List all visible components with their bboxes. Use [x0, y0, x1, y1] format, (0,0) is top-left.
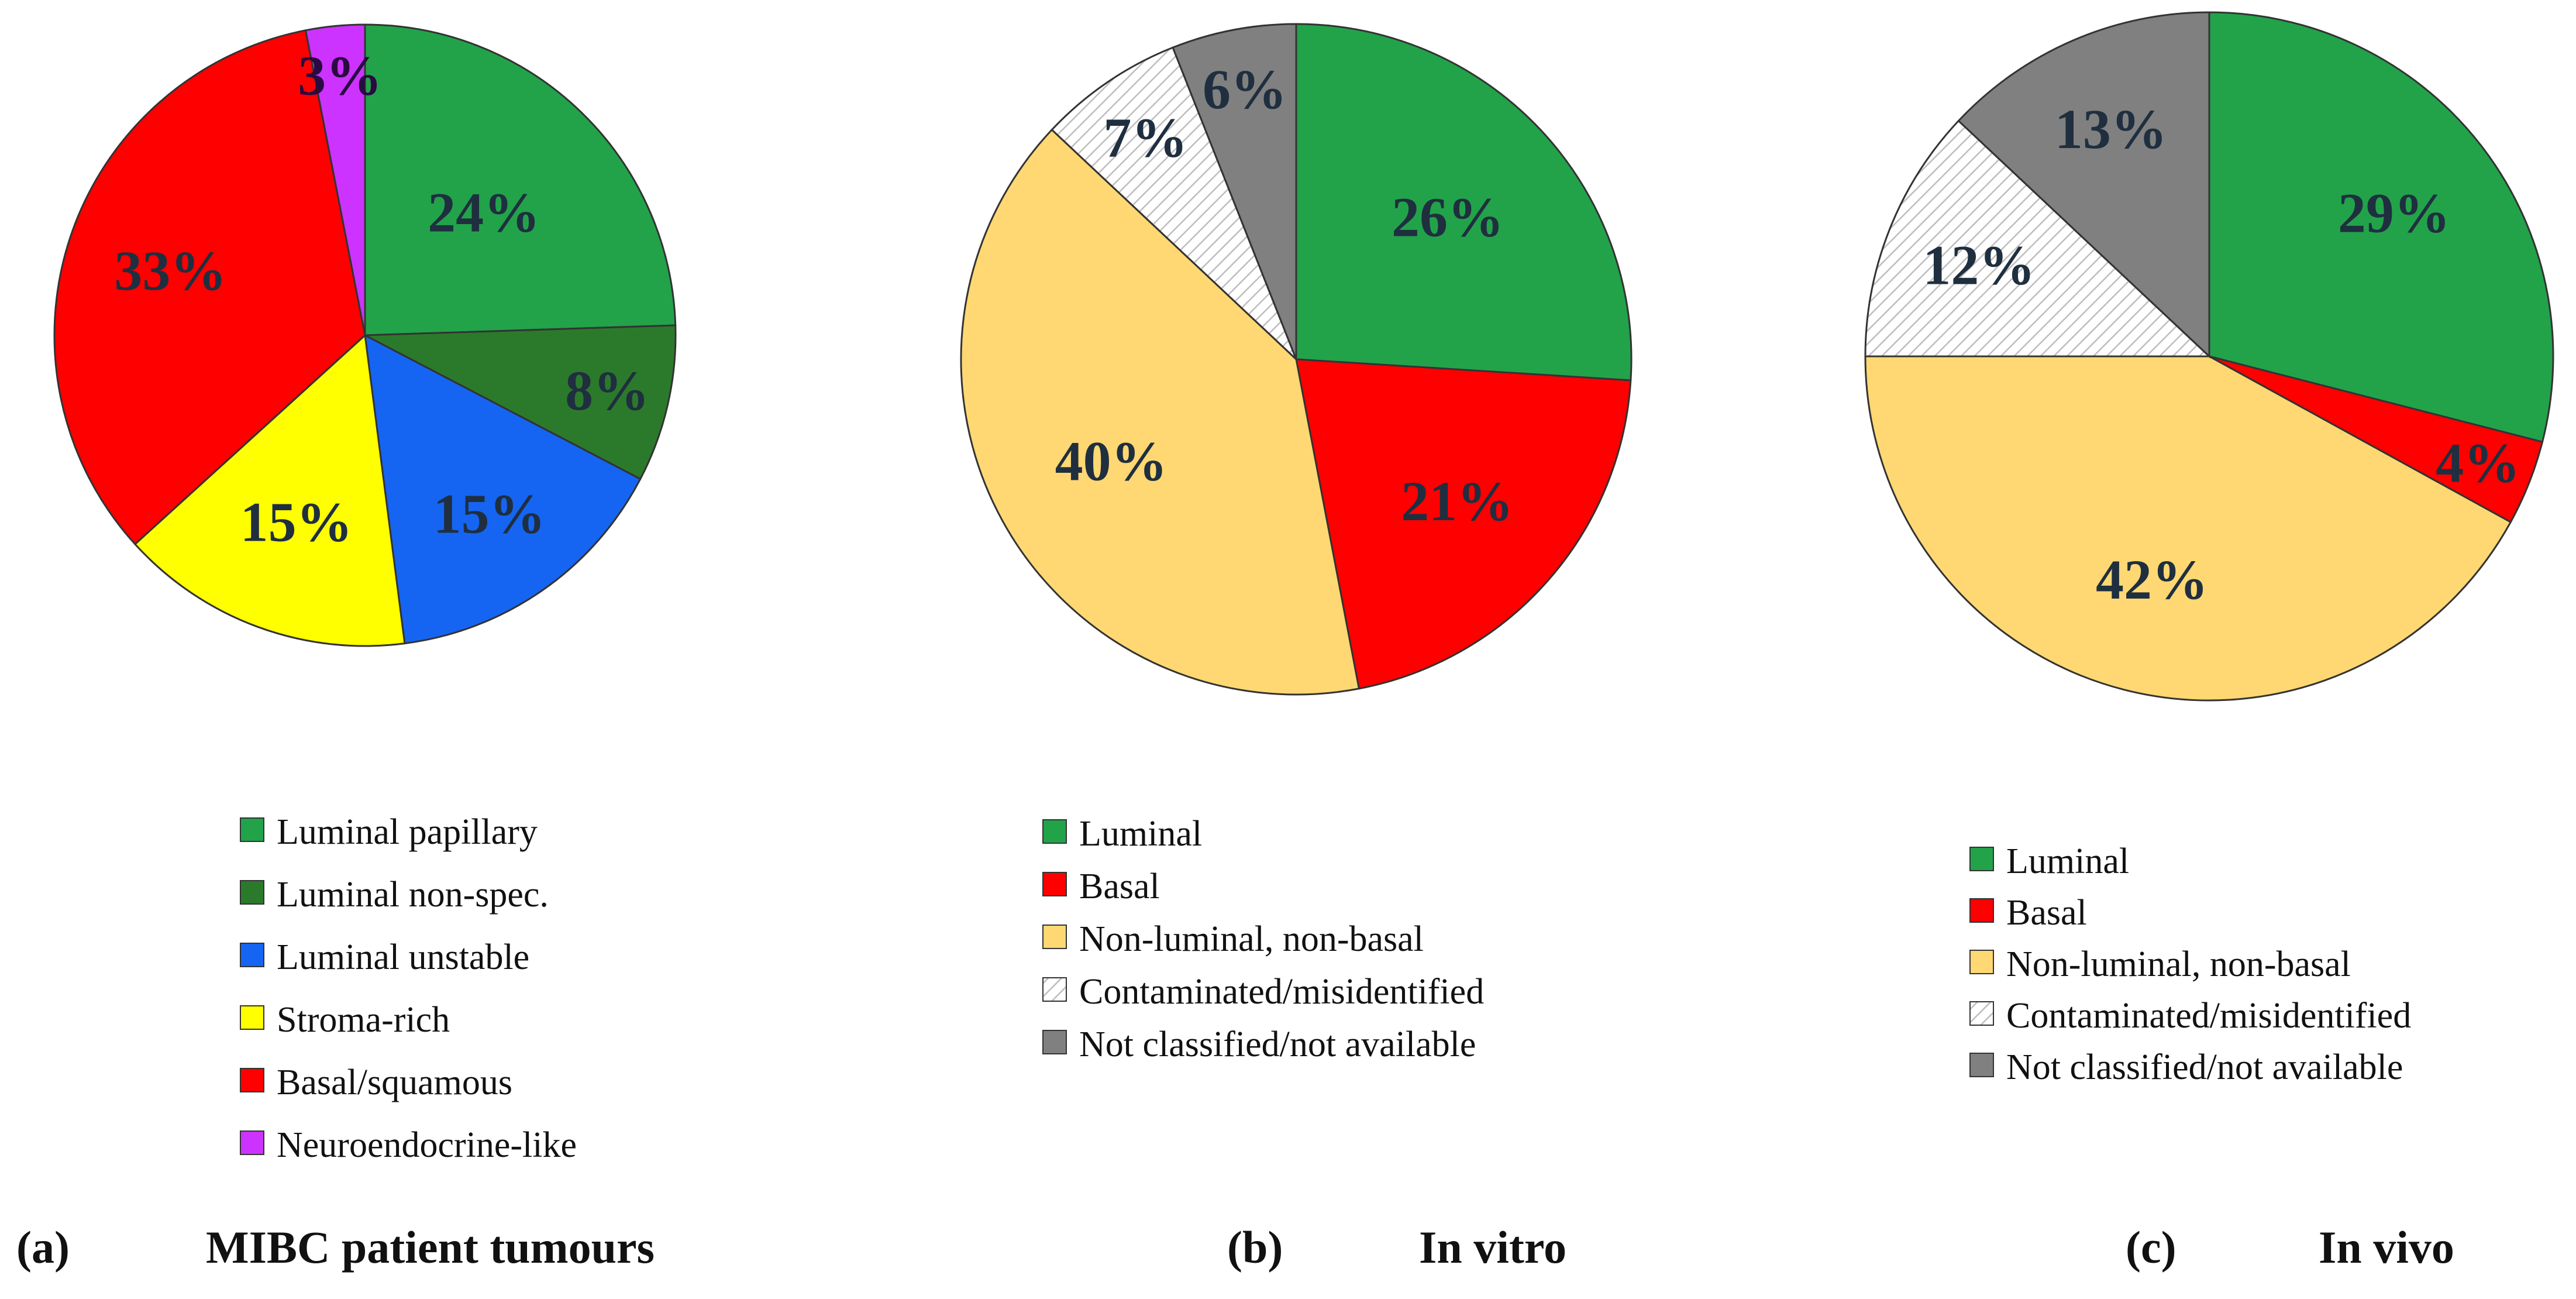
pie-slice-basal-squamous [53, 29, 366, 546]
legend-swatch-basal-squamous [240, 1068, 264, 1092]
legend-swatch-luminal-non-spec [240, 880, 264, 905]
legend-label-not-classified-not-available: Not classified/not available [1079, 1025, 1476, 1064]
pie-slice-luminal [1295, 23, 1633, 382]
legend-label-non-luminal-non-basal: Non-luminal, non-basal [2006, 944, 2351, 984]
pie-slice-basal [1295, 358, 1632, 690]
legend-swatch-contaminated-misidentified [1969, 1001, 1994, 1026]
legend-label-luminal-non-spec: Luminal non-spec. [277, 875, 549, 915]
legend-mibc: Luminal papillary Luminal non-spec. Lumina… [240, 812, 577, 1165]
panel-label-a: (a) [16, 1222, 70, 1273]
legend-label-basal-squamous: Basal/squamous [277, 1063, 512, 1102]
legend-swatch-luminal-papillary [240, 817, 264, 842]
data-label-basal: 21% [1401, 470, 1513, 532]
legend-in-vitro: Luminal Basal Non-luminal, non-basal Contam… [1042, 814, 1484, 1064]
pie-chart-mibc: 24% 8% 15% 15% 33% 3% [53, 23, 677, 647]
data-label-stroma-rich: 15% [240, 490, 353, 553]
data-label-luminal-non-spec: 8% [565, 359, 649, 422]
data-label-luminal: 29% [2338, 181, 2450, 244]
data-label-neuroendocrine-like: 3% [298, 44, 382, 107]
legend-swatch-basal [1969, 898, 1994, 923]
panel-label-c: (c) [2126, 1222, 2176, 1273]
pie-slice-luminal [2208, 11, 2554, 444]
legend-swatch-luminal [1969, 847, 1994, 871]
data-label-not-classified-not-available: 6% [1203, 58, 1287, 121]
pie-slice-luminal-non-spec [361, 324, 677, 480]
pie-chart-in-vitro: 26% 21% 40% 7% 6% [960, 23, 1633, 696]
legend-label-non-luminal-non-basal: Non-luminal, non-basal [1079, 919, 1424, 959]
legend-label-luminal: Luminal [2006, 841, 2129, 881]
pie-slice-stroma-rich [133, 333, 406, 647]
pie-slice-luminal-unstable [364, 334, 642, 645]
data-label-luminal: 26% [1392, 185, 1504, 248]
legend-label-contaminated-misidentified: Contaminated/misidentified [2006, 996, 2411, 1036]
data-label-non-luminal-non-basal: 42% [2096, 548, 2208, 611]
data-label-basal: 4% [2436, 431, 2520, 494]
legend-swatch-luminal-unstable [240, 943, 264, 967]
legend-label-basal: Basal [2006, 893, 2087, 933]
pie-slice-contaminated-misidentified [1051, 46, 1297, 360]
legend-label-basal: Basal [1079, 867, 1160, 906]
pie-slice-luminal-papillary [364, 23, 677, 336]
legend-label-not-classified-not-available: Not classified/not available [2006, 1047, 2403, 1087]
pie-slice-non-luminal-non-basal [960, 128, 1361, 696]
legend-label-contaminated-misidentified: Contaminated/misidentified [1079, 972, 1484, 1012]
legend-label-stroma-rich: Stroma-rich [277, 1000, 450, 1040]
data-label-contaminated-misidentified: 7% [1103, 106, 1187, 169]
data-label-contaminated-misidentified: 12% [1923, 234, 2035, 297]
pie-slice-non-luminal-non-basal [1864, 355, 2512, 702]
pie-slice-neuroendocrine-like [304, 23, 366, 336]
legend-swatch-contaminated-misidentified [1042, 977, 1067, 1002]
legend-label-luminal: Luminal [1079, 814, 1202, 854]
caption-mibc: MIBC patient tumours [206, 1222, 655, 1273]
pie-slice-contaminated-misidentified [1864, 119, 2212, 358]
legend-swatch-basal [1042, 872, 1067, 896]
legend-swatch-not-classified-not-available [1042, 1030, 1067, 1054]
data-label-not-classified-not-available: 13% [2055, 98, 2167, 160]
legend-swatch-neuroendocrine-like [240, 1130, 264, 1155]
legend-in-vivo: Luminal Basal Non-luminal, non-basal Contam… [1969, 841, 2411, 1087]
pie-slice-not-classified-not-available [1957, 11, 2210, 359]
panel-label-b: (b) [1227, 1222, 1283, 1273]
legend-swatch-stroma-rich [240, 1005, 264, 1030]
legend-label-luminal-unstable: Luminal unstable [277, 937, 529, 977]
caption-in-vivo: In vivo [2319, 1222, 2454, 1273]
legend-swatch-non-luminal-non-basal [1969, 950, 1994, 974]
data-label-luminal-papillary: 24% [428, 181, 540, 244]
pie-chart-in-vivo: 29% 4% 42% 12% 13% [1864, 11, 2554, 702]
data-label-non-luminal-non-basal: 40% [1055, 429, 1168, 492]
data-label-basal-squamous: 33% [114, 239, 226, 302]
legend-label-luminal-papillary: Luminal papillary [277, 812, 538, 852]
data-label-luminal-unstable: 15% [433, 482, 546, 545]
caption-in-vitro: In vitro [1419, 1222, 1566, 1273]
pie-slice-not-classified-not-available [1172, 23, 1297, 360]
legend-swatch-not-classified-not-available [1969, 1053, 1994, 1077]
legend-label-neuroendocrine-like: Neuroendocrine-like [277, 1125, 577, 1165]
legend-swatch-luminal [1042, 819, 1067, 844]
legend-swatch-non-luminal-non-basal [1042, 925, 1067, 949]
